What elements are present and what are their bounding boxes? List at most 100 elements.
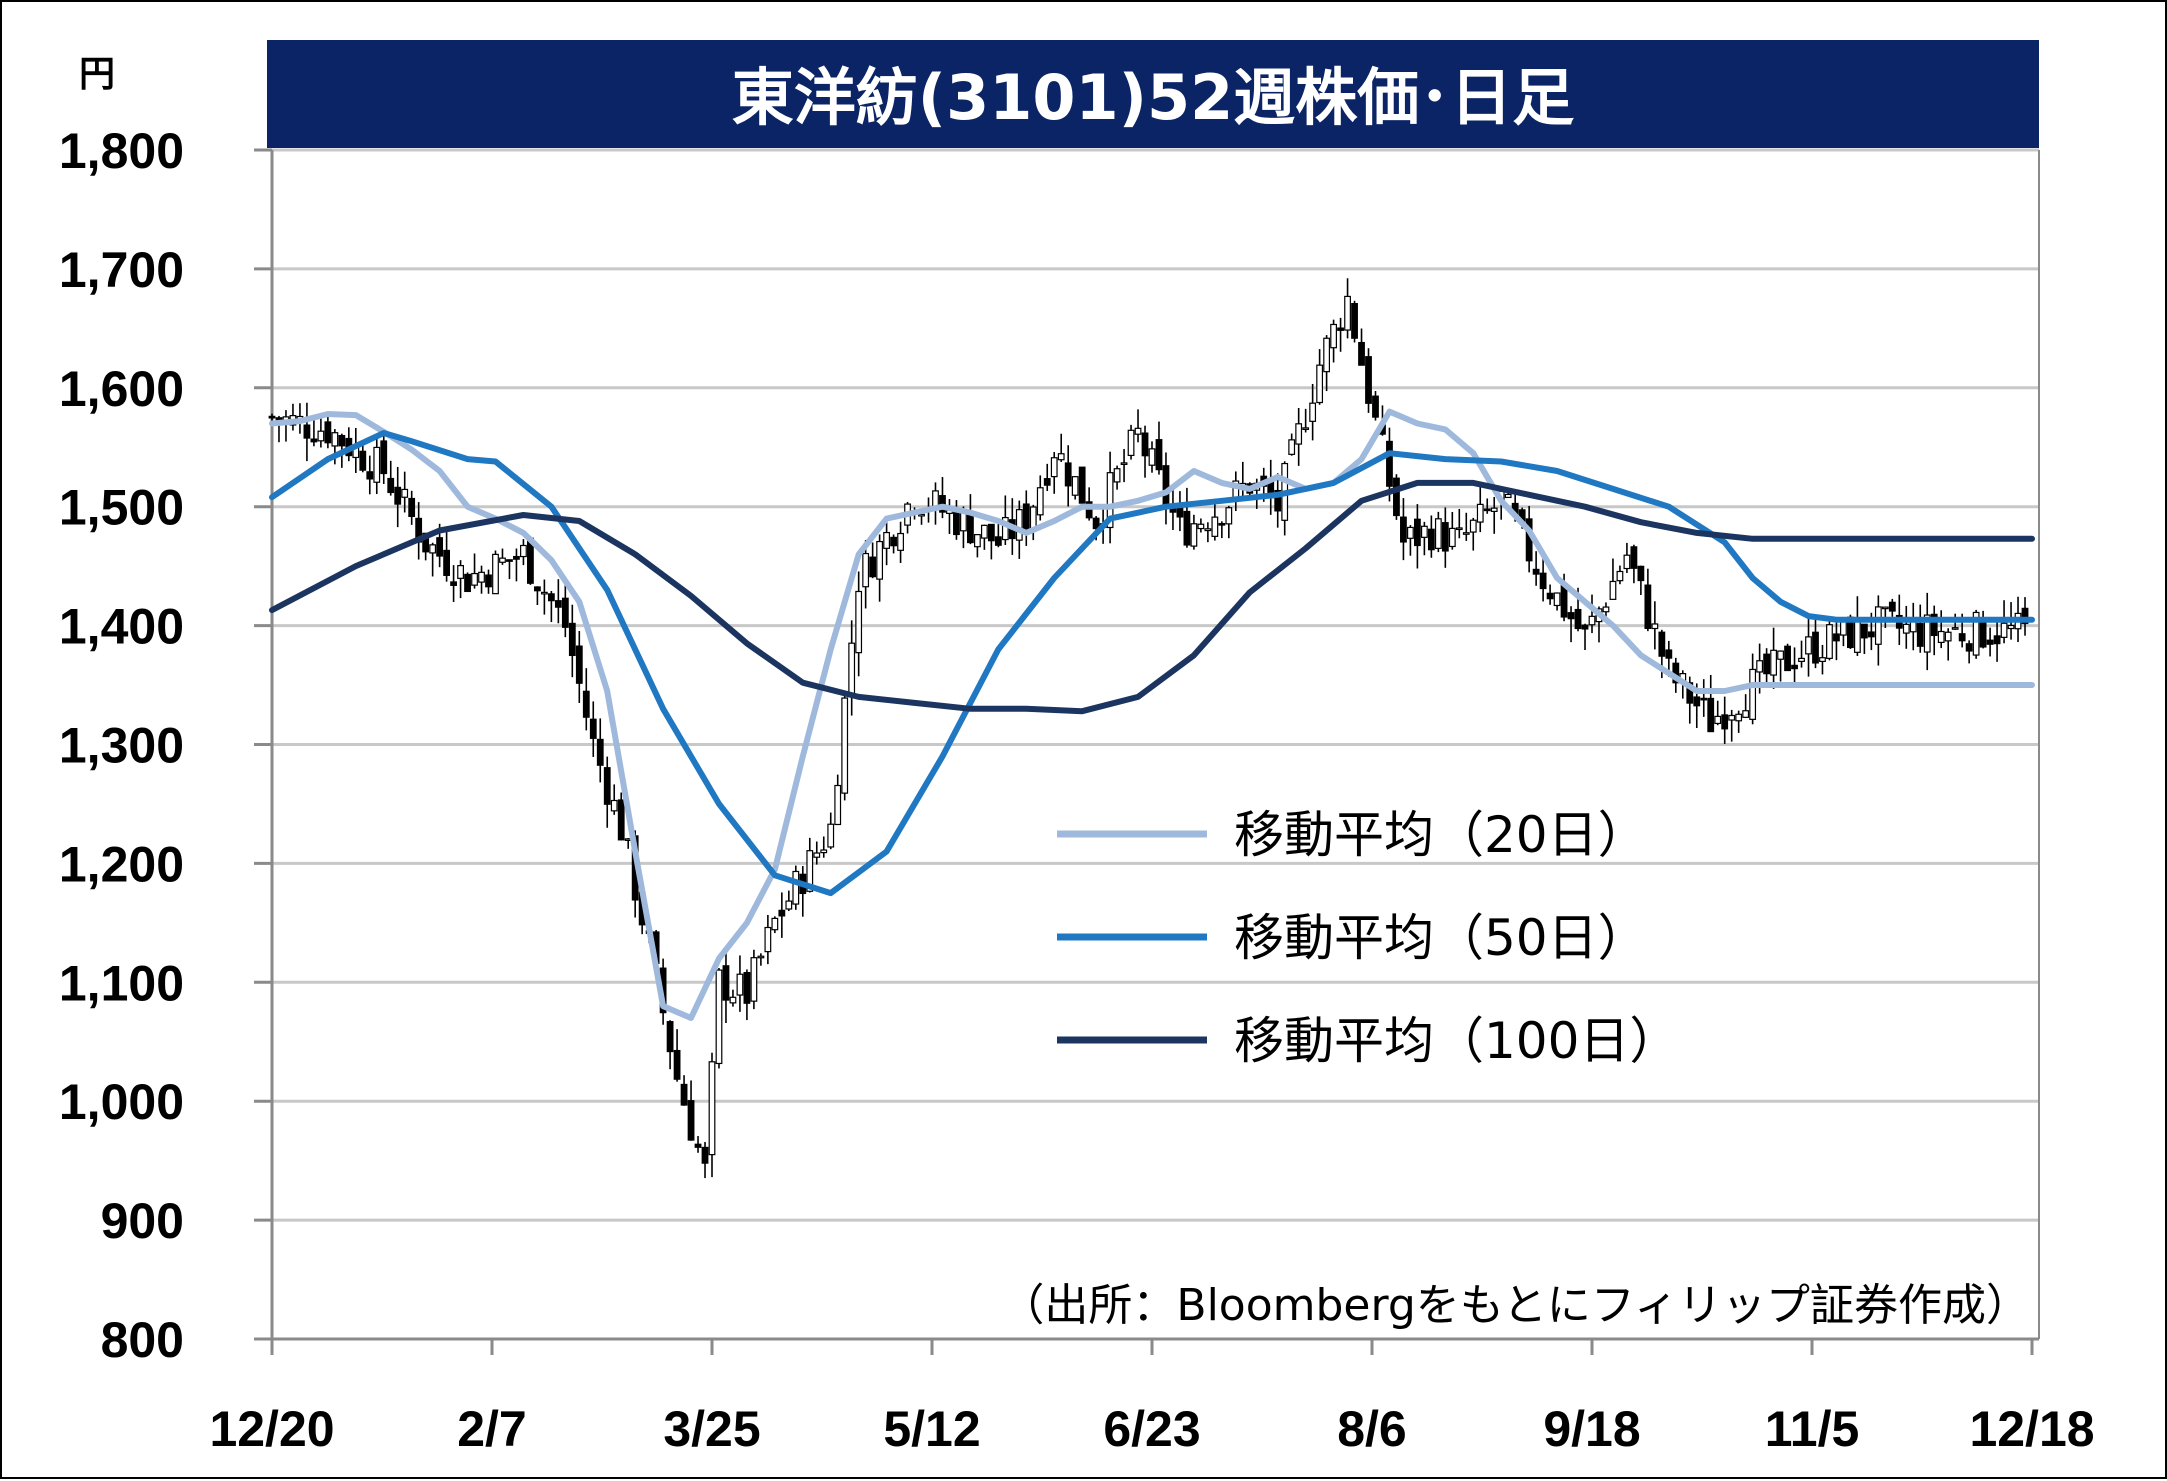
- candle-body: [1078, 466, 1086, 504]
- candle-body: [1965, 643, 1973, 652]
- candle-body: [1735, 713, 1743, 722]
- candle-body: [2007, 624, 2015, 630]
- y-tick-label: 1,800: [59, 123, 184, 179]
- candle-body: [1539, 572, 1547, 590]
- candle-body: [883, 531, 891, 549]
- candle-body: [1602, 606, 1610, 613]
- candle-body: [1288, 439, 1296, 455]
- candle-body: [1001, 516, 1009, 541]
- candle-body: [1916, 622, 1924, 647]
- candle-body: [310, 438, 318, 443]
- candle-body: [1805, 636, 1812, 655]
- candle-body: [666, 1021, 674, 1053]
- grid-lines: [272, 148, 2039, 1222]
- candle-body: [443, 549, 451, 576]
- candle-body: [582, 690, 590, 718]
- candle-body: [1476, 503, 1484, 523]
- candle-body: [1532, 568, 1540, 575]
- y-tick-label: 900: [101, 1193, 184, 1249]
- candle-body: [387, 477, 395, 494]
- candle-body: [1546, 592, 1554, 600]
- candle-body: [568, 622, 576, 657]
- series-line-ma20: [269, 408, 2035, 1021]
- candle-body: [1567, 612, 1575, 620]
- candle-body: [547, 593, 555, 602]
- candle-body: [1309, 402, 1317, 422]
- candle-body: [1169, 508, 1177, 513]
- candle-body: [561, 597, 569, 628]
- candle-body: [1574, 608, 1582, 630]
- candle-body: [869, 556, 877, 578]
- candle-body: [1092, 517, 1100, 530]
- candle-body: [1218, 522, 1226, 526]
- candle-body: [1791, 664, 1798, 670]
- candle-body: [303, 424, 311, 439]
- candle-body: [1944, 631, 1952, 642]
- candle-body: [1819, 657, 1826, 662]
- candle-body: [1462, 532, 1470, 535]
- candle-body: [1749, 668, 1757, 720]
- candle-body: [1057, 453, 1065, 461]
- candle-body: [1050, 457, 1058, 478]
- candle-body: [1651, 623, 1659, 630]
- series-line-ma100: [269, 479, 2035, 715]
- candle-body: [1113, 468, 1121, 483]
- candle-body: [1316, 364, 1324, 404]
- candle-body: [1986, 639, 1994, 645]
- y-tick-label: 1,000: [59, 1074, 184, 1130]
- candle-body: [792, 870, 800, 905]
- candle-body: [862, 552, 870, 588]
- candle-body: [1358, 341, 1365, 366]
- candle-body: [1553, 592, 1561, 607]
- candle-body: [394, 486, 402, 505]
- candle-body: [1441, 522, 1449, 552]
- candle-body: [1162, 465, 1170, 506]
- y-tick-label: 1,200: [59, 836, 184, 892]
- candle-body: [450, 581, 457, 586]
- candle-body: [1420, 525, 1428, 538]
- candle-body: [715, 969, 723, 1065]
- candle-body: [1756, 660, 1764, 673]
- candle-body: [1902, 623, 1910, 634]
- candle-body: [848, 642, 856, 696]
- candle-body: [401, 488, 409, 498]
- candle-body: [855, 590, 863, 654]
- title-banner: [267, 40, 2039, 148]
- candle-body: [722, 965, 730, 1001]
- candle-body: [540, 591, 548, 595]
- candle-body: [1826, 624, 1833, 659]
- candle-body: [1483, 508, 1491, 512]
- candle-body: [1106, 472, 1114, 529]
- candle-body: [589, 718, 597, 739]
- candle-body: [1881, 606, 1889, 610]
- candle-body: [603, 767, 611, 805]
- candle-body: [1951, 627, 1959, 630]
- candle-body: [2021, 607, 2029, 625]
- candle-body: [1427, 528, 1435, 551]
- candle-body: [331, 432, 339, 447]
- y-tick-label: 1,400: [59, 599, 184, 655]
- candle-body: [820, 849, 828, 854]
- chart-title: 東洋紡(3101)52週株価･日足: [732, 61, 1575, 134]
- candle-body: [1413, 518, 1421, 547]
- candle-body: [1644, 584, 1652, 629]
- candle-body: [1211, 516, 1219, 537]
- candle-body: [1141, 432, 1149, 457]
- candle-body: [1197, 523, 1205, 530]
- x-tick-label: 3/25: [663, 1401, 760, 1457]
- candle-body: [1490, 507, 1498, 512]
- candle-body: [980, 524, 988, 539]
- candle-body: [1372, 395, 1379, 418]
- candle-body: [897, 532, 904, 551]
- y-tick-label: 1,300: [59, 718, 184, 774]
- candle-body: [1763, 653, 1771, 675]
- candle-body: [1714, 715, 1722, 725]
- candle-body: [680, 1083, 688, 1106]
- candle-body: [554, 600, 562, 608]
- candle-body: [429, 544, 437, 554]
- x-tick-label: 8/6: [1337, 1401, 1407, 1457]
- candle-body: [1448, 527, 1456, 548]
- candle-body: [708, 1061, 716, 1156]
- candle-body: [1071, 476, 1079, 496]
